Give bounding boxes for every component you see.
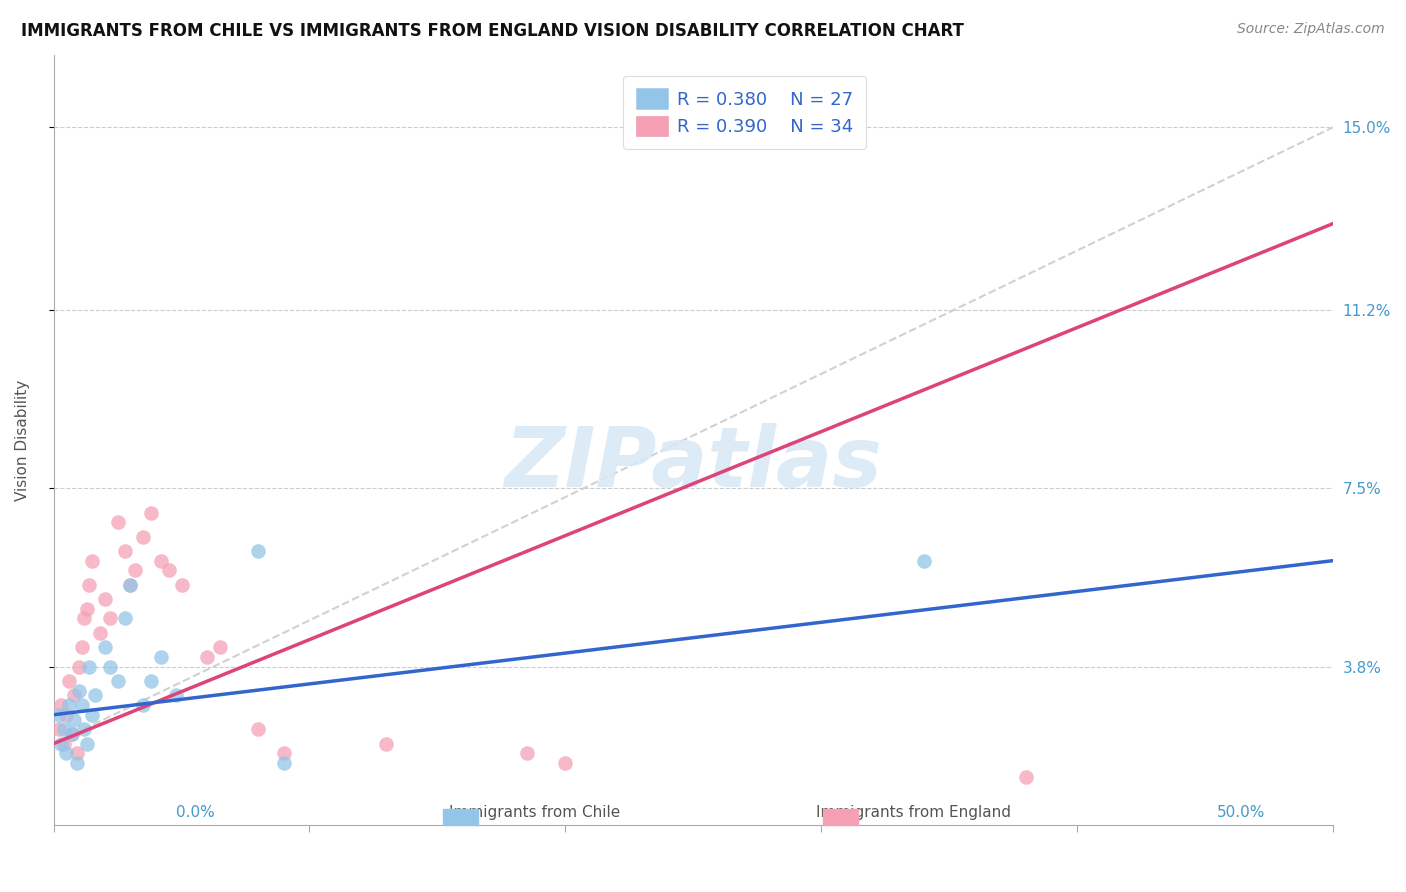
Point <box>79 578 101 592</box>
Y-axis label: Vision Disability: Vision Disability <box>15 380 30 501</box>
Point <box>55 746 77 760</box>
Text: ZIPatlas: ZIPatlas <box>505 423 882 504</box>
Text: Immigrants from Chile: Immigrants from Chile <box>449 805 620 820</box>
Point <box>132 530 155 544</box>
Point <box>120 578 142 592</box>
Point <box>55 707 77 722</box>
Point <box>67 683 90 698</box>
Point <box>80 554 103 568</box>
Text: 0.0%: 0.0% <box>176 805 215 820</box>
Point <box>58 673 80 688</box>
Point <box>73 611 96 625</box>
Point <box>150 649 173 664</box>
Point <box>80 707 103 722</box>
Point <box>70 640 93 655</box>
Point <box>195 649 218 664</box>
Point <box>79 659 101 673</box>
Point <box>60 727 83 741</box>
Point <box>66 746 89 760</box>
Point <box>157 563 180 577</box>
Point <box>170 578 193 592</box>
Point <box>76 737 98 751</box>
Point <box>273 756 295 770</box>
Point <box>375 737 398 751</box>
Point <box>208 640 231 655</box>
Point <box>114 611 136 625</box>
Point <box>114 544 136 558</box>
Point <box>58 698 80 712</box>
Point <box>554 756 576 770</box>
Point <box>150 554 173 568</box>
Point <box>273 746 295 760</box>
Point <box>139 506 162 520</box>
Point <box>60 727 83 741</box>
Point <box>132 698 155 712</box>
Point <box>165 689 187 703</box>
Point <box>63 689 86 703</box>
Text: 50.0%: 50.0% <box>1218 805 1265 820</box>
Point <box>66 756 89 770</box>
Point <box>48 707 70 722</box>
Point <box>124 563 146 577</box>
Legend: R = 0.380    N = 27, R = 0.390    N = 34: R = 0.380 N = 27, R = 0.390 N = 34 <box>623 76 866 149</box>
Point <box>48 722 70 736</box>
Point <box>516 746 538 760</box>
Point <box>120 578 142 592</box>
Point <box>94 592 117 607</box>
Point <box>98 611 121 625</box>
Point <box>52 737 75 751</box>
Point <box>83 689 105 703</box>
Point <box>98 659 121 673</box>
Text: Immigrants from England: Immigrants from England <box>817 805 1011 820</box>
Point <box>76 602 98 616</box>
Point <box>67 659 90 673</box>
Point <box>94 640 117 655</box>
Point <box>89 626 111 640</box>
Point <box>107 515 129 529</box>
Point <box>107 673 129 688</box>
Point <box>63 713 86 727</box>
Text: IMMIGRANTS FROM CHILE VS IMMIGRANTS FROM ENGLAND VISION DISABILITY CORRELATION C: IMMIGRANTS FROM CHILE VS IMMIGRANTS FROM… <box>21 22 965 40</box>
Point <box>139 673 162 688</box>
Point <box>70 698 93 712</box>
Text: Source: ZipAtlas.com: Source: ZipAtlas.com <box>1237 22 1385 37</box>
Point <box>73 722 96 736</box>
Point <box>51 737 73 751</box>
Point <box>912 554 935 568</box>
Point <box>51 698 73 712</box>
Point <box>247 544 270 558</box>
Point <box>1015 770 1038 784</box>
Point <box>247 722 270 736</box>
Point <box>52 722 75 736</box>
